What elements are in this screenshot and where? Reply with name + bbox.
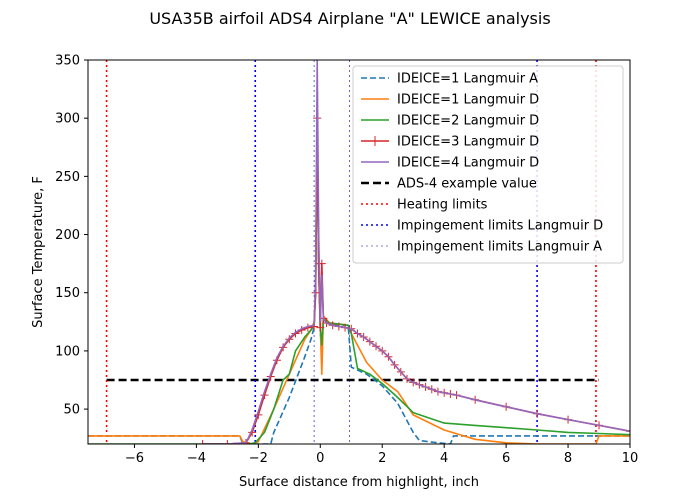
y-tick-label: 300 [55,112,80,127]
y-tick-label: 100 [55,344,80,359]
y-tick-label: 50 [63,403,80,418]
y-axis: 50 100 150 200 250 300 350 [55,54,88,418]
legend-label: IDEICE=1 Langmuir D [397,93,539,108]
legend-marker [370,136,380,146]
x-tick-label: 2 [378,451,386,466]
chart-title: USA35B airfoil ADS4 Airplane "A" LEWICE … [149,9,550,28]
legend-label: Heating limits [397,198,488,213]
series-marker [198,440,207,444]
legend: IDEICE=1 Langmuir A IDEICE=1 Langmuir D ID… [352,65,624,264]
legend-label: IDEICE=2 Langmuir D [397,114,539,129]
legend-label: Impingement limits Langmuir A [397,240,602,255]
x-tick-label: −2 [249,451,268,466]
legend-label: IDEICE=3 Langmuir D [397,135,539,150]
plot-frame [87,59,631,445]
series-marker [291,329,300,338]
series-line-1 [88,117,630,444]
x-tick-label: 10 [622,451,639,466]
x-axis-label: Surface distance from highlight, inch [239,475,479,490]
y-tick-label: 200 [55,228,80,243]
x-tick-label: −6 [125,451,144,466]
series-marker [316,323,325,332]
legend-box [352,65,624,264]
legend-label: IDEICE=4 Langmuir D [397,156,539,171]
x-tick-label: 4 [440,451,448,466]
x-axis: −6 −4 −2 0 2 4 6 8 10 [125,444,638,466]
legend-label: IDEICE=1 Langmuir A [397,72,538,87]
x-tick-label: 6 [502,451,510,466]
legend-label: ADS-4 example value [397,177,537,192]
y-tick-label: 250 [55,170,80,185]
x-tick-label: 8 [564,451,572,466]
reference-lines [105,60,600,444]
y-tick-label: 150 [55,286,80,301]
legend-label: Impingement limits Langmuir D [397,219,603,234]
y-tick-label: 350 [55,54,80,69]
series-marker [223,440,232,444]
x-tick-label: −4 [187,451,206,466]
series-line-5 [202,60,630,444]
x-tick-label: 0 [316,451,324,466]
y-axis-label: Surface Temperature, F [31,176,46,328]
series-layer [88,60,630,444]
